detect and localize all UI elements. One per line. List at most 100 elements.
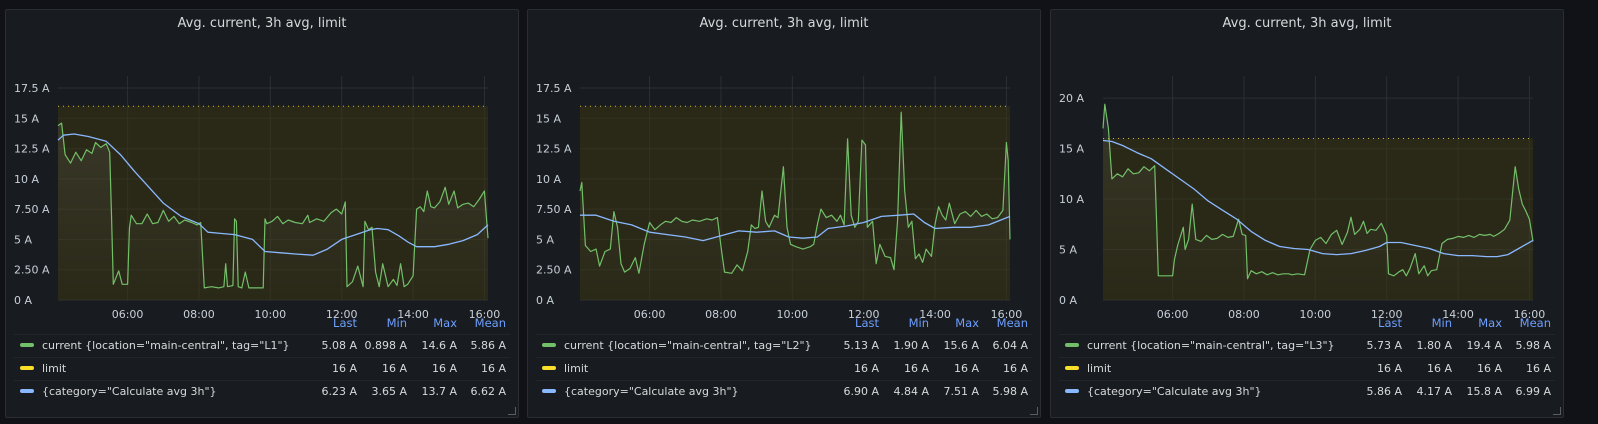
legend-value-last: 16 A: [1376, 362, 1402, 375]
y-tick-label: 0 A: [536, 294, 554, 307]
legend-series-name: current {location="main-central", tag="L…: [42, 339, 290, 352]
x-tick-label: 08:00: [1228, 308, 1260, 321]
legend-header: Last Min Max Mean: [1059, 312, 1555, 334]
y-tick-label: 5 A: [1059, 244, 1077, 257]
series-line-current[interactable]: [579, 111, 1011, 274]
series-line-avg-3h[interactable]: [57, 133, 489, 256]
legend-row[interactable]: current {location="main-central", tag="L…: [536, 334, 1032, 357]
legend-col-mean[interactable]: Mean: [474, 316, 506, 330]
legend-col-mean[interactable]: Mean: [1519, 316, 1551, 330]
y-tick-label: 12.5 A: [14, 143, 50, 156]
legend-row[interactable]: {category="Calculate avg 3h"} 5.86 A 4.17 …: [1059, 380, 1555, 403]
y-tick-label: 7.50 A: [14, 203, 50, 216]
legend-row[interactable]: {category="Calculate avg 3h"} 6.90 A 4.84 …: [536, 380, 1032, 403]
legend-value-last: 6.23 A: [321, 385, 357, 398]
legend-col-max[interactable]: Max: [1478, 316, 1502, 330]
legend-swatch-icon: [542, 366, 556, 370]
x-tick-label: 08:00: [705, 308, 737, 321]
legend-swatch-icon: [1065, 343, 1079, 347]
legend-swatch-icon: [20, 389, 34, 393]
chart-plot[interactable]: 0 A 2.50 A 5 A 7.50 A 10 A 12.5 A 15 A 17.5 A 06…: [6, 10, 519, 321]
y-tick-label: 5 A: [14, 233, 32, 246]
current-area: [580, 112, 1010, 300]
x-tick-label: 16:00: [469, 308, 501, 321]
legend-value-max: 19.4 A: [1466, 339, 1502, 352]
resize-handle-icon[interactable]: [508, 407, 516, 415]
y-tick-label: 12.5 A: [536, 143, 572, 156]
legend-col-min[interactable]: Min: [386, 316, 407, 330]
y-tick-label: 15 A: [1059, 143, 1084, 156]
x-tick-label: 16:00: [1514, 308, 1546, 321]
legend-series[interactable]: limit: [1065, 358, 1111, 380]
legend-value-mean: 5.98 A: [992, 385, 1028, 398]
legend-col-max[interactable]: Max: [955, 316, 979, 330]
legend-series-name: limit: [42, 362, 67, 375]
x-tick-label: 10:00: [1299, 308, 1331, 321]
legend-value-last: 6.90 A: [843, 385, 879, 398]
legend-series[interactable]: {category="Calculate avg 3h"}: [20, 381, 217, 403]
legend-row[interactable]: limit 16 A 16 A 16 A 16 A: [14, 357, 510, 380]
y-tick-label: 10 A: [14, 173, 39, 186]
chart-plot[interactable]: 0 A 2.50 A 5 A 7.50 A 10 A 12.5 A 15 A 17.5 A 06…: [528, 10, 1041, 321]
legend-value-min: 0.898 A: [364, 339, 407, 352]
series-line-current[interactable]: [57, 122, 489, 289]
series-line-avg-3h[interactable]: [580, 213, 1011, 242]
legend-value-mean: 6.99 A: [1515, 385, 1551, 398]
legend-series[interactable]: current {location="main-central", tag="L…: [542, 335, 812, 357]
legend-row[interactable]: {category="Calculate avg 3h"} 6.23 A 3.65 …: [14, 380, 510, 403]
legend-swatch-icon: [20, 366, 34, 370]
legend-series-name: {category="Calculate avg 3h"}: [1087, 385, 1262, 398]
legend-row[interactable]: limit 16 A 16 A 16 A 16 A: [536, 357, 1032, 380]
legend-value-min: 1.80 A: [1416, 339, 1452, 352]
panel-title[interactable]: Avg. current, 3h avg, limit: [177, 16, 347, 31]
legend-value-max: 15.8 A: [1466, 385, 1502, 398]
legend-col-last[interactable]: Last: [1378, 316, 1402, 330]
legend-value-max: 7.51 A: [943, 385, 979, 398]
legend-swatch-icon: [1065, 366, 1079, 370]
legend-value-min: 1.90 A: [893, 339, 929, 352]
legend-row[interactable]: current {location="main-central", tag="L…: [14, 334, 510, 357]
panel-title[interactable]: Avg. current, 3h avg, limit: [1222, 16, 1392, 31]
legend-row[interactable]: limit 16 A 16 A 16 A 16 A: [1059, 357, 1555, 380]
legend-row[interactable]: current {location="main-central", tag="L…: [1059, 334, 1555, 357]
legend-value-last: 5.08 A: [321, 339, 357, 352]
y-tick-label: 2.50 A: [536, 264, 572, 277]
resize-handle-icon[interactable]: [1030, 407, 1038, 415]
legend-value-mean: 16 A: [480, 362, 506, 375]
legend-series[interactable]: {category="Calculate avg 3h"}: [1065, 381, 1262, 403]
x-tick-label: 10:00: [254, 308, 286, 321]
legend-swatch-icon: [542, 389, 556, 393]
legend-value-mean: 5.86 A: [470, 339, 506, 352]
panel-1[interactable]: Avg. current, 3h avg, limit 0 A 2.50 A 5 A 7…: [5, 9, 519, 418]
panel-3[interactable]: Avg. current, 3h avg, limit 0 A 5 A 10 A 15 …: [1050, 9, 1564, 418]
series-line-current[interactable]: [1102, 103, 1534, 280]
x-tick-label: 12:00: [848, 308, 880, 321]
legend-col-mean[interactable]: Mean: [996, 316, 1028, 330]
legend-col-max[interactable]: Max: [433, 316, 457, 330]
resize-handle-icon[interactable]: [1553, 407, 1561, 415]
legend-col-min[interactable]: Min: [908, 316, 929, 330]
x-tick-label: 16:00: [991, 308, 1023, 321]
legend-series[interactable]: current {location="main-central", tag="L…: [1065, 335, 1335, 357]
legend-table: Last Min Max Mean current {location="main-ce…: [536, 312, 1032, 403]
legend-header: Last Min Max Mean: [14, 312, 510, 334]
panel-title[interactable]: Avg. current, 3h avg, limit: [699, 16, 869, 31]
legend-series[interactable]: {category="Calculate avg 3h"}: [542, 381, 739, 403]
legend-col-last[interactable]: Last: [333, 316, 357, 330]
legend-col-min[interactable]: Min: [1431, 316, 1452, 330]
legend-value-last: 5.13 A: [843, 339, 879, 352]
legend-series[interactable]: limit: [20, 358, 66, 380]
y-tick-label: 17.5 A: [14, 82, 50, 95]
legend-col-last[interactable]: Last: [855, 316, 879, 330]
series-line-avg-3h[interactable]: [1102, 139, 1534, 258]
legend-swatch-icon: [1065, 389, 1079, 393]
y-tick-label: 15 A: [14, 112, 39, 125]
legend-series[interactable]: limit: [542, 358, 588, 380]
x-tick-label: 08:00: [183, 308, 215, 321]
chart-plot[interactable]: 0 A 5 A 10 A 15 A 20 A 06:00 08:00 10:00 12:00 14…: [1051, 10, 1564, 321]
legend-header: Last Min Max Mean: [536, 312, 1032, 334]
panel-2[interactable]: Avg. current, 3h avg, limit 0 A 2.50 A 5 A 7…: [527, 9, 1041, 418]
x-tick-label: 06:00: [634, 308, 666, 321]
legend-series[interactable]: current {location="main-central", tag="L…: [20, 335, 290, 357]
y-tick-label: 15 A: [536, 112, 561, 125]
